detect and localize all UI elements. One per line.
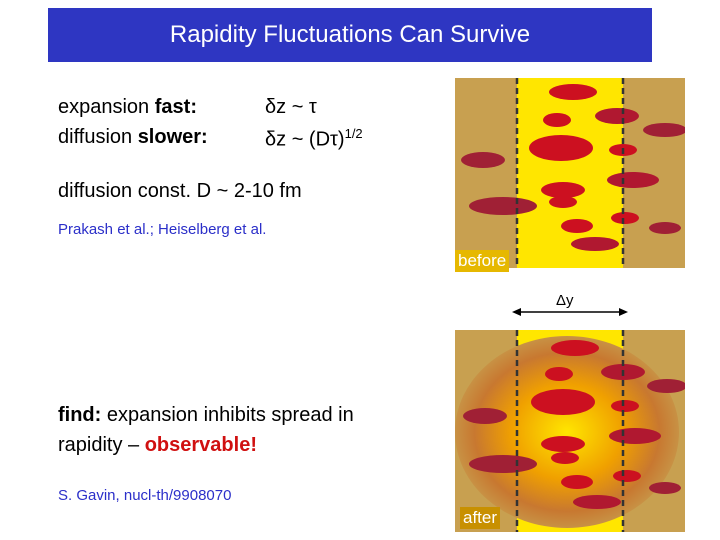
relation-row-2-formula: δz ~ (Dτ)1/2 xyxy=(265,126,363,152)
fluctuation-blob xyxy=(461,152,505,168)
before-caption: before xyxy=(455,250,510,272)
fluctuation-blob xyxy=(529,135,593,161)
fluctuation-blob xyxy=(463,408,507,424)
find-rest: expansion inhibits spread in xyxy=(101,404,354,426)
fluctuation-blobs xyxy=(461,84,685,251)
relation-row-1-formula: δz ~ τ xyxy=(265,96,317,118)
formula-base: δz ~ (Dτ) xyxy=(265,128,345,151)
fluctuation-blob xyxy=(545,367,573,381)
fluctuation-blob xyxy=(643,123,685,137)
fluctuation-blob xyxy=(571,237,619,251)
title-bar: Rapidity Fluctuations Can Survive xyxy=(48,8,652,62)
fluctuation-blob xyxy=(549,84,597,100)
fluctuation-blob xyxy=(541,436,585,452)
arrow-head-right xyxy=(619,308,628,316)
fluctuation-blobs xyxy=(463,340,685,509)
formula-exponent: 1/2 xyxy=(344,126,363,141)
after-caption: after xyxy=(460,507,501,529)
label-strong: fast: xyxy=(154,96,197,118)
fluctuation-blob xyxy=(469,197,537,215)
fluctuation-blob xyxy=(469,455,537,473)
fluctuation-blob xyxy=(573,495,621,509)
delta-y-arrow xyxy=(512,308,628,316)
fluctuation-blob xyxy=(649,222,681,234)
find-strong: find: xyxy=(58,404,102,426)
fluctuation-blob xyxy=(541,182,585,198)
label-strong: slower: xyxy=(137,126,208,148)
find-line-1: find: expansion inhibits spread in xyxy=(58,404,354,427)
fluctuation-blob xyxy=(549,196,577,208)
fluctuation-blob xyxy=(611,400,639,412)
fluctuation-blob xyxy=(613,470,641,482)
fluctuation-blob xyxy=(595,108,639,124)
fluctuation-blob xyxy=(561,475,593,489)
before-panel xyxy=(455,78,685,268)
find-line-2: rapidity – observable! xyxy=(58,434,257,457)
after-panel xyxy=(455,330,685,532)
fluctuation-blob xyxy=(543,113,571,127)
relation-row-1-label: expansion fast: xyxy=(58,96,197,119)
fluctuation-blob xyxy=(611,212,639,224)
relation-row-2-label: diffusion slower: xyxy=(58,126,208,149)
fluctuation-blob xyxy=(531,389,595,415)
fluctuation-blob xyxy=(561,219,593,233)
label-prefix: diffusion xyxy=(58,126,138,148)
reference-gavin: S. Gavin, nucl-th/9908070 xyxy=(58,487,232,504)
fluctuation-blob xyxy=(607,172,659,188)
observable-highlight: observable! xyxy=(144,434,257,456)
arrow-head-left xyxy=(512,308,521,316)
fluctuation-blob xyxy=(647,379,685,393)
label-prefix: expansion xyxy=(58,96,155,118)
fluctuation-blob xyxy=(609,428,661,444)
delta-y-label: Δy xyxy=(556,292,574,309)
diffusion-text: diffusion const. D ~ 2-10 fm xyxy=(58,180,302,202)
find-line-2-prefix: rapidity – xyxy=(58,434,145,456)
fluctuation-blob xyxy=(649,482,681,494)
fluctuation-blob xyxy=(551,340,599,356)
fluctuation-blob xyxy=(551,452,579,464)
reference-prakash: Prakash et al.; Heiselberg et al. xyxy=(58,221,267,238)
page-title: Rapidity Fluctuations Can Survive xyxy=(169,21,531,48)
